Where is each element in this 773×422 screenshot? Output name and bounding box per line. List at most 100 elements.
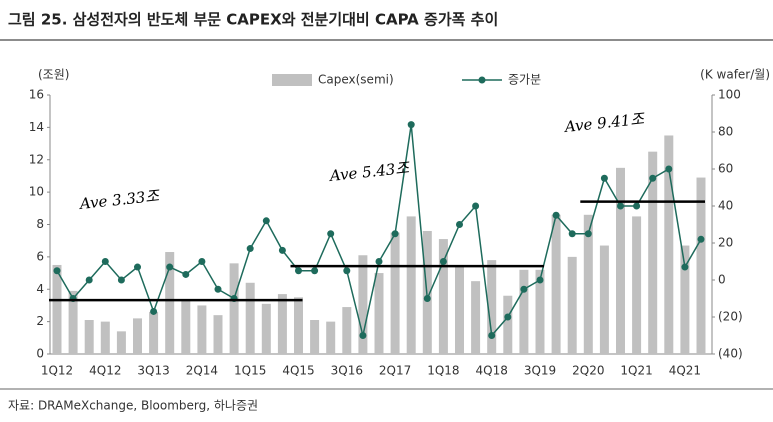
y-tick-label: 4 [36,282,44,296]
point [343,267,351,275]
point [552,211,560,219]
point [633,202,641,210]
bar [261,303,271,354]
bar [358,255,368,354]
y2-tick-label: (40) [718,347,743,361]
bar [52,264,62,354]
y-tick-label: 2 [36,314,44,328]
point [134,263,141,271]
x-tick-label: 1Q12 [41,364,73,378]
x-tick-label: 1Q15 [234,364,266,378]
bar [519,269,529,354]
legend-swatch [272,74,312,86]
point [295,267,302,275]
bar [616,167,625,354]
point [262,217,270,225]
chart-title: 그림 25. 삼성전자의 반도체 부문 CAPEX와 전분기대비 CAPA 증가… [8,11,498,29]
y2-tick-label: (20) [718,310,743,324]
point [166,263,174,271]
source: 자료: DRAMeXchange, Bloomberg, 하나증권 [8,399,258,413]
x-tick-label: 4Q15 [282,364,314,378]
y2-tick-label: 80 [718,125,733,139]
point [85,276,93,284]
point [246,245,254,253]
y2-tick-label: 40 [718,199,733,213]
y-tick-label: 16 [29,88,44,102]
x-tick-label: 4Q18 [476,364,508,378]
bar [181,300,191,354]
bar [599,245,609,354]
point [488,332,496,339]
point [617,202,624,210]
point [311,267,319,275]
point [391,230,399,238]
point [375,258,383,265]
bar [664,135,674,354]
legend-label: Capex(semi) [318,73,394,87]
point [53,267,61,275]
point [504,313,512,321]
bar [213,315,223,354]
y2-axis-label: (K wafer/월) [700,68,770,82]
annotation: Ave 5.43조 [327,159,411,186]
bar [326,321,336,354]
x-tick-label: 4Q12 [89,364,121,378]
y2-tick-label: 0 [718,273,726,287]
bar [680,245,690,354]
bar [197,305,207,354]
point [407,121,415,129]
point [697,235,705,243]
y-tick-label: 10 [29,185,44,199]
point [117,276,125,284]
bar [100,321,110,354]
y-tick-label: 14 [29,120,44,134]
bar [149,311,159,354]
x-tick-label: 3Q16 [331,364,363,378]
point [600,174,608,182]
point [439,258,447,265]
bar [116,331,126,354]
x-tick-label: 2Q14 [186,364,218,378]
point [665,165,673,173]
x-tick-label: 2Q17 [379,364,411,378]
bar [390,232,400,354]
bar [229,263,239,354]
bar [294,297,303,354]
bar [406,216,416,354]
point [568,230,576,238]
bar [487,260,497,354]
point [649,174,657,182]
point [584,230,592,238]
y-tick-label: 12 [29,152,44,166]
legend-swatch [478,76,486,84]
point [198,258,206,265]
x-tick-label: 1Q18 [427,364,459,378]
annotation: Ave 9.41조 [562,110,646,137]
bar [68,290,78,354]
bar [245,282,255,354]
annotation: Ave 3.33조 [77,187,161,214]
x-tick-label: 4Q21 [669,364,701,378]
point [423,295,431,302]
point [681,263,689,271]
bar [535,269,545,354]
legend-label: 증가분 [508,73,541,87]
x-tick-label: 2Q20 [572,364,604,378]
x-tick-label: 3Q19 [524,364,556,378]
point [150,307,158,315]
point [101,258,109,265]
bar [133,318,142,354]
point [278,246,286,254]
bar [551,214,561,354]
y-tick-label: 8 [36,217,44,231]
x-tick-label: 3Q13 [137,364,169,378]
bar [342,307,352,354]
bar [84,320,94,354]
bar [648,151,658,354]
bar [503,295,513,354]
bar [471,281,481,354]
point [536,276,544,284]
x-tick-label: 1Q21 [620,364,652,378]
y-tick-label: 0 [36,347,44,361]
bar [374,273,384,354]
